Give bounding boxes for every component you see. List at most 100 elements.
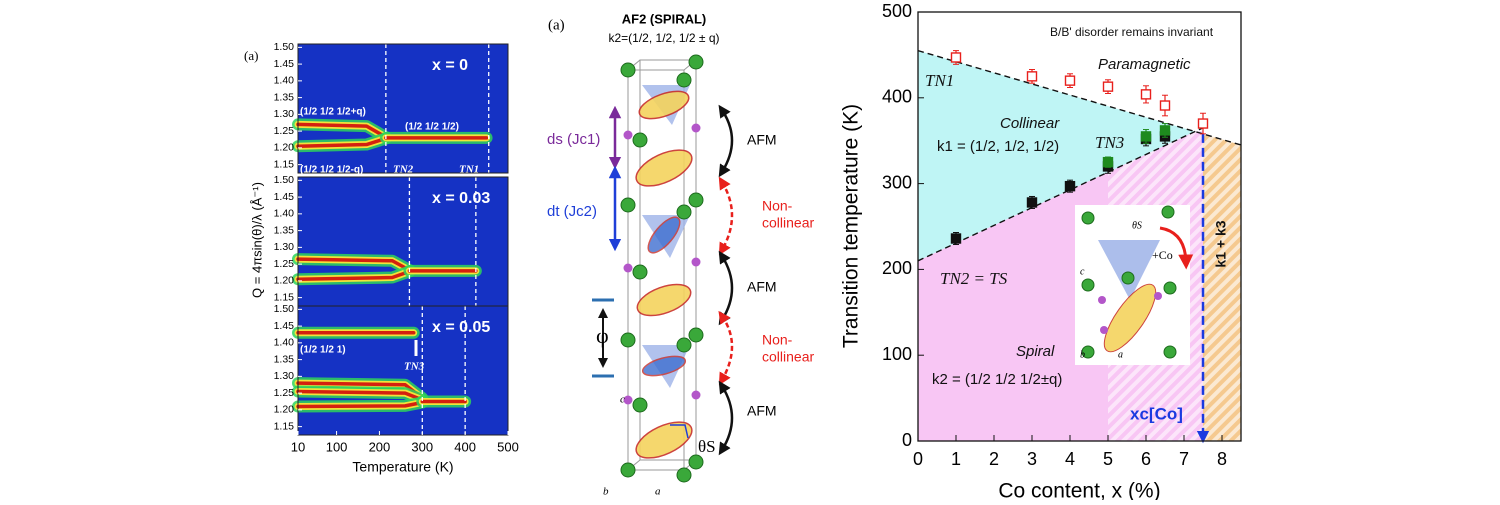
coupling-label: AFM xyxy=(747,403,777,419)
data-point xyxy=(1102,81,1114,92)
y-tick-label: 1.15 xyxy=(274,420,295,432)
annotation: B/B' disorder remains invariant xyxy=(1050,25,1214,39)
annotation: (1/2 1/2 1/2) xyxy=(405,122,459,133)
x-tick-label: 1 xyxy=(951,449,961,469)
data-point xyxy=(1140,89,1152,100)
y-tick-label: 1.30 xyxy=(274,108,295,120)
y-tick-label: 0 xyxy=(902,430,912,450)
y-tick-label: 1.30 xyxy=(274,370,295,382)
y-tick-label: 100 xyxy=(882,344,912,364)
inset-atom xyxy=(1121,271,1135,285)
annotation: k1 = (1/2, 1/2, 1/2) xyxy=(937,138,1059,155)
y-tick-label: 1.25 xyxy=(274,258,295,270)
coupling-label: collinear xyxy=(762,215,814,231)
y-tick-label: 1.40 xyxy=(274,208,295,220)
inset-label: c xyxy=(1080,266,1085,277)
phase-diagram: θS +Co c b a 0 1 2 3 4 5 6 7 8 0 100 200 300 400 500 Co cont… xyxy=(840,1,1242,503)
purple-atoms xyxy=(623,123,701,405)
inset-atom xyxy=(1163,281,1177,295)
y-tick-label: 1.15 xyxy=(274,158,295,170)
coupling-arrow xyxy=(718,250,734,326)
diagram-subtitle: k2=(1/2, 1/2, 1/2 ± q) xyxy=(609,31,720,45)
layers xyxy=(635,85,693,459)
x-tick-label: 7 xyxy=(1179,449,1189,469)
dt-label: dt (Jc2) xyxy=(547,203,597,220)
inset-atom xyxy=(1100,326,1108,334)
x-tick-label: 300 xyxy=(411,439,433,454)
coupling-label: collinear xyxy=(762,349,814,365)
y-axis-title: Q = 4πsin(θ)/λ (Å⁻¹) xyxy=(249,182,264,298)
green-atoms xyxy=(620,54,704,483)
x-tick-label: 6 xyxy=(1141,449,1151,469)
axis-label: a xyxy=(655,486,661,498)
panel-label: x = 0.05 xyxy=(432,319,490,336)
heatmap-panels: 1.15 1.20 1.25 1.30 1.35 1.40 1.45 1.50 x = 0 (1/… xyxy=(244,41,519,475)
annotation: (1/2 1/2 1) xyxy=(300,345,346,356)
panel-label: x = 0 xyxy=(432,57,468,74)
phi-label: φ xyxy=(596,323,609,348)
coupling-arrow xyxy=(718,310,734,386)
heatmap-background xyxy=(298,44,508,173)
panel-frame xyxy=(297,305,509,436)
coupling-label: AFM xyxy=(747,279,777,295)
inset-atom xyxy=(1161,205,1175,219)
band xyxy=(296,122,388,139)
y-tick-label: 1.20 xyxy=(274,275,295,287)
panel-frame xyxy=(297,43,509,174)
inset-plane xyxy=(1103,283,1157,353)
coupling-label: Non- xyxy=(762,332,793,348)
band xyxy=(296,269,412,281)
x-tick-label: 500 xyxy=(497,439,519,454)
angle-mark xyxy=(670,424,689,439)
x-tick-label: 400 xyxy=(454,439,476,454)
data-point xyxy=(1159,125,1171,136)
y-tick-label: 1.30 xyxy=(274,241,295,253)
annotation: (1/2 1/2 1/2+q) xyxy=(300,107,366,118)
plot-frame xyxy=(917,11,1242,442)
phase-boundary xyxy=(917,127,1204,262)
annotation: TN1 xyxy=(925,71,954,90)
axis-label: b xyxy=(603,486,609,498)
annotation: TN3 xyxy=(404,361,425,373)
inset-atom xyxy=(1098,296,1106,304)
y-tick-label: 1.40 xyxy=(274,337,295,349)
annotation: Paramagnetic xyxy=(1098,56,1191,73)
annotation: (1/2 1/2 1/2-q) xyxy=(300,165,363,176)
annotation: TN1 xyxy=(459,164,479,176)
inset: θS +Co c b a xyxy=(1075,205,1194,365)
y-tick-label: 1.20 xyxy=(274,142,295,154)
y-tick-label: 1.45 xyxy=(274,320,295,332)
annotation: k2 = (1/2 1/2 1/2±q) xyxy=(932,371,1062,388)
x-tick-label: 200 xyxy=(369,439,391,454)
y-tick-label: 1.45 xyxy=(274,58,295,70)
phase-boundary xyxy=(917,49,1242,146)
y-tick-label: 500 xyxy=(882,1,912,21)
angle-label: θS xyxy=(698,437,716,456)
x-tick-label: 3 xyxy=(1027,449,1037,469)
annotation: TN2 = TS xyxy=(940,269,1008,288)
data-point xyxy=(1102,156,1114,168)
x-axis-title: Co content, x (%) xyxy=(998,480,1160,500)
y-tick-label: 1.45 xyxy=(274,191,295,203)
y-tick-label: 1.15 xyxy=(274,291,295,303)
data-point xyxy=(1140,131,1152,142)
y-tick-label: 400 xyxy=(882,87,912,107)
data-point xyxy=(950,52,962,63)
x-tick-label: 0 xyxy=(913,449,923,469)
data-point xyxy=(1064,75,1076,86)
data-point xyxy=(1026,197,1038,208)
x-tick-label: 4 xyxy=(1065,449,1075,469)
annotation: xc[Co] xyxy=(1130,404,1183,423)
panel-label: (a) xyxy=(244,48,258,63)
ds-label: ds (Jc1) xyxy=(547,131,600,148)
coupling-arrow xyxy=(718,380,734,456)
crystal-diagram: (a) AF2 (SPIRAL) k2=(1/2, 1/2, 1/2 ± q) xyxy=(547,11,814,497)
y-tick-label: 1.25 xyxy=(274,125,295,137)
band xyxy=(296,257,412,272)
band xyxy=(296,400,425,409)
annotation: k1 + k3 xyxy=(1213,220,1229,267)
inset-atom xyxy=(1081,345,1095,359)
data-point xyxy=(950,233,962,244)
inset-atom xyxy=(1081,211,1095,225)
